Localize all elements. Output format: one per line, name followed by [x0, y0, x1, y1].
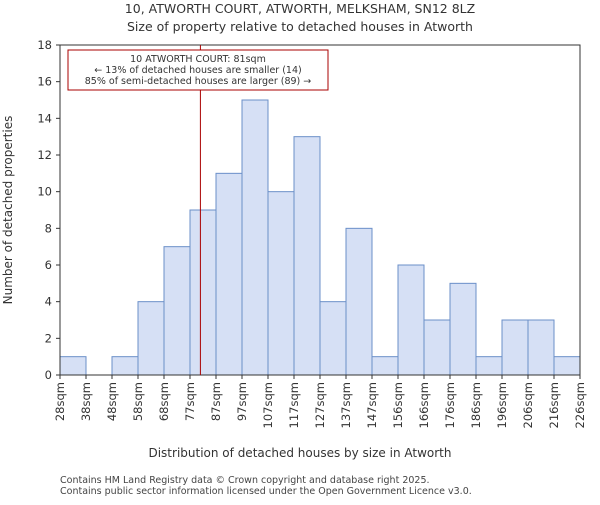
- x-tick-label: 166sqm: [417, 382, 431, 428]
- x-tick-label: 176sqm: [443, 382, 457, 428]
- y-tick-label: 0: [45, 368, 52, 382]
- histogram-bar: [423, 319, 451, 376]
- y-tick-label: 2: [45, 331, 52, 345]
- histogram-bar: [449, 282, 477, 376]
- histogram-bar: [137, 301, 165, 376]
- x-tick-label: 137sqm: [339, 382, 353, 428]
- histogram-bar: [319, 301, 347, 376]
- histogram-bar: [293, 136, 321, 376]
- annotation-title: 10 ATWORTH COURT: 81sqm: [130, 54, 266, 65]
- x-tick-label: 97sqm: [235, 382, 249, 421]
- x-tick-label: 196sqm: [495, 382, 509, 428]
- y-tick-label: 8: [45, 221, 52, 235]
- chart-title: 10, ATWORTH COURT, ATWORTH, MELKSHAM, SN…: [125, 1, 475, 16]
- histogram-bar: [215, 172, 243, 376]
- plot-frame: [59, 44, 581, 376]
- histogram-bar: [397, 264, 425, 376]
- y-tick-label: 18: [37, 38, 52, 52]
- x-tick-label: 156sqm: [391, 382, 405, 428]
- x-tick-label: 216sqm: [547, 382, 561, 428]
- y-tick-label: 4: [45, 295, 52, 309]
- histogram-bar: [527, 319, 555, 376]
- x-axis-label: Distribution of detached houses by size …: [148, 446, 451, 460]
- x-tick-label: 226sqm: [573, 382, 587, 428]
- y-tick-label: 10: [37, 185, 52, 199]
- x-tick-label: 48sqm: [105, 382, 119, 421]
- histogram-bar: [345, 227, 373, 376]
- x-tick-label: 28sqm: [53, 382, 67, 421]
- histogram-bar: [501, 319, 529, 376]
- x-tick-label: 107sqm: [261, 382, 275, 428]
- histogram-bar: [163, 246, 191, 376]
- y-tick-label: 14: [37, 111, 52, 125]
- histogram-bar: [371, 356, 399, 376]
- x-axis-ticks: 28sqm 38sqm 48sqm 58sqm 68sqm 77sqm 87sqm 97sqm…: [53, 375, 587, 428]
- x-tick-label: 127sqm: [313, 382, 327, 428]
- x-tick-label: 58sqm: [131, 382, 145, 421]
- bars-group: [59, 99, 581, 376]
- histogram-bar: [475, 356, 503, 376]
- x-tick-label: 206sqm: [521, 382, 535, 428]
- footer-copyright: Contains HM Land Registry data © Crown c…: [60, 475, 430, 486]
- annotation-larger: 85% of semi-detached houses are larger (…: [85, 76, 312, 87]
- histogram-bar: [189, 209, 217, 376]
- chart-subtitle: Size of property relative to detached ho…: [127, 19, 473, 34]
- y-axis-label: Number of detached properties: [1, 116, 15, 305]
- annotation-smaller: ← 13% of detached houses are smaller (14…: [94, 65, 301, 76]
- y-tick-label: 6: [45, 258, 52, 272]
- x-tick-label: 77sqm: [183, 382, 197, 421]
- x-tick-label: 186sqm: [469, 382, 483, 428]
- x-tick-label: 38sqm: [79, 382, 93, 421]
- x-tick-label: 68sqm: [157, 382, 171, 421]
- histogram-bar: [59, 356, 87, 376]
- y-axis-ticks: 0 2 4 6 8 10 12 14 16 18: [37, 38, 60, 382]
- annotation-frame: [67, 49, 329, 91]
- histogram-bar: [241, 99, 269, 376]
- histogram-bar: [267, 191, 295, 376]
- footer-licence: Contains public sector information licen…: [60, 486, 472, 497]
- annotation-box: 10 ATWORTH COURT: 81sqm ← 13% of detache…: [67, 49, 329, 91]
- y-tick-label: 16: [37, 75, 52, 89]
- y-tick-label: 12: [37, 148, 52, 162]
- histogram-bar: [111, 356, 139, 376]
- x-tick-label: 117sqm: [287, 382, 301, 428]
- histogram-bar: [553, 356, 581, 376]
- x-tick-label: 147sqm: [365, 382, 379, 428]
- x-tick-label: 87sqm: [209, 382, 223, 421]
